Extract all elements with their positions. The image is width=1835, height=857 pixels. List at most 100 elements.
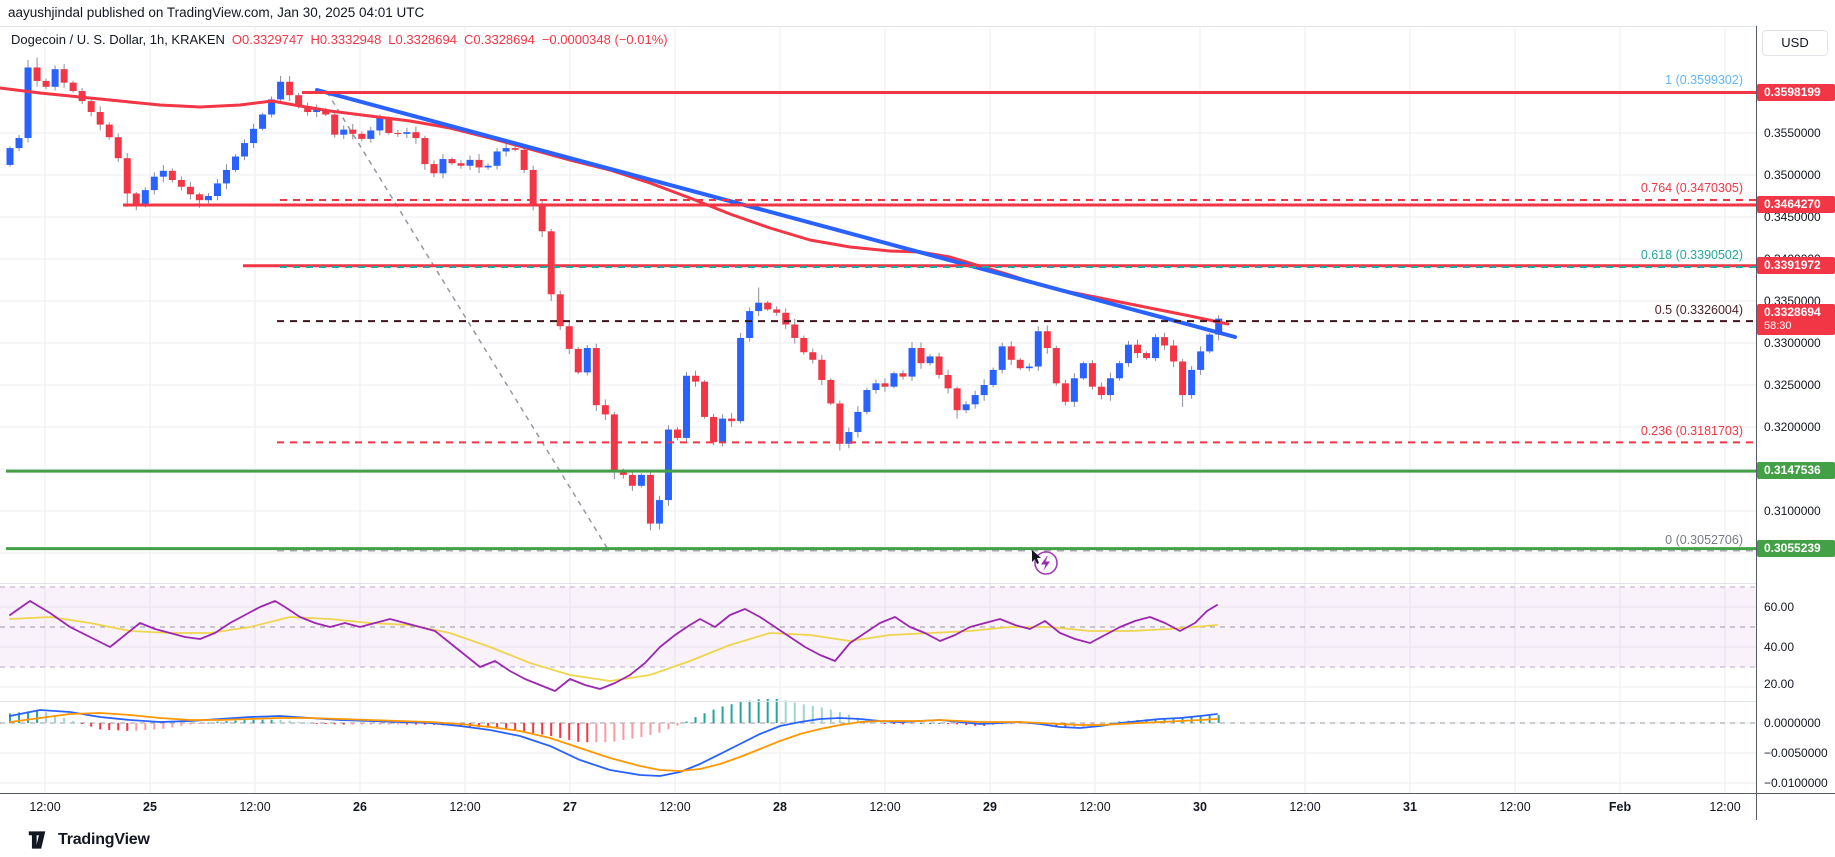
- candle: [809, 352, 817, 360]
- candle: [186, 186, 194, 195]
- currency-toggle-button[interactable]: USD: [1762, 30, 1828, 56]
- level-price-badge: 0.3147536: [1757, 462, 1835, 479]
- candle: [286, 81, 294, 96]
- candle: [944, 374, 952, 389]
- legend-ohlc-value: H0.3332948: [310, 32, 382, 47]
- candle: [899, 373, 907, 377]
- candle: [1215, 318, 1223, 335]
- candle: [1043, 331, 1051, 349]
- legend-symbol[interactable]: Dogecoin / U. S. Dollar, 1h, KRAKEN: [11, 32, 225, 47]
- candle: [836, 403, 844, 444]
- time-axis-label: 30: [1193, 800, 1207, 814]
- candle: [222, 169, 230, 184]
- candle: [728, 418, 736, 422]
- candle: [556, 294, 564, 327]
- candle: [601, 405, 609, 415]
- candle: [475, 159, 483, 168]
- candle: [1088, 363, 1096, 387]
- level-price-badge: 0.3598199: [1757, 84, 1835, 101]
- candle: [1016, 359, 1024, 369]
- time-axis-label: 12:00: [659, 800, 691, 814]
- candle: [538, 206, 546, 232]
- candle: [394, 133, 402, 134]
- candle: [1061, 383, 1069, 402]
- price-scale-label: 20.00: [1764, 677, 1795, 691]
- candle: [782, 312, 790, 325]
- legend-ohlc-value: O0.3329747: [231, 32, 304, 47]
- pane-separator-rsi[interactable]: [0, 583, 1835, 584]
- legend-ohlc-value: −0.0000348 (−0.01%): [541, 32, 668, 47]
- price-scale-label: 0.3200000: [1764, 420, 1821, 434]
- candle: [313, 109, 321, 112]
- candle: [69, 82, 77, 91]
- candlestick-series: [6, 57, 1223, 531]
- candle: [863, 390, 871, 412]
- candle: [628, 474, 636, 486]
- legend-ohlc-value: L0.3328694: [388, 32, 457, 47]
- candle: [457, 163, 465, 166]
- time-axis-label: 12:00: [869, 800, 901, 814]
- candle: [773, 309, 781, 313]
- candle: [268, 99, 276, 115]
- price-scale-border: [1756, 26, 1757, 820]
- candle: [241, 143, 249, 157]
- chart-canvas[interactable]: [0, 0, 1835, 830]
- rsi-ma-line[interactable]: [9, 616, 1218, 682]
- price-scale-label: 0.3500000: [1764, 168, 1821, 182]
- candle: [493, 151, 501, 166]
- candle: [259, 114, 267, 129]
- trendline[interactable]: [315, 88, 1237, 339]
- rsi-line[interactable]: [9, 600, 1218, 692]
- fib-level-label: 0.618 (0.3390502): [1640, 248, 1743, 262]
- candle: [232, 156, 239, 170]
- candle: [1079, 363, 1087, 379]
- chart-top-border: [0, 26, 1835, 27]
- candle: [827, 379, 835, 404]
- candle: [619, 472, 627, 475]
- candle: [574, 348, 582, 373]
- candle: [304, 106, 312, 112]
- time-axis-border: [0, 793, 1835, 794]
- macd-signal-line[interactable]: [9, 712, 1218, 772]
- candle: [637, 474, 645, 486]
- candle: [15, 138, 23, 149]
- candle: [962, 404, 970, 411]
- price-scale-label: 0.3100000: [1764, 504, 1821, 518]
- candle: [1143, 353, 1151, 359]
- time-axis-label: 27: [563, 800, 577, 814]
- legend-ohlc-value: C0.3328694: [463, 32, 535, 47]
- candle: [692, 375, 700, 382]
- pane-separator-macd[interactable]: [0, 701, 1835, 702]
- time-axis-label: 12:00: [449, 800, 481, 814]
- tradingview-logo-icon[interactable]: [28, 830, 50, 850]
- fib-level-label: 0 (0.3052706): [1665, 533, 1743, 547]
- candle: [1052, 348, 1060, 384]
- candle: [87, 101, 95, 112]
- level-price-badge: 0.3055239: [1757, 540, 1835, 557]
- candle: [1070, 378, 1078, 402]
- time-axis[interactable]: 12:00 25 12:00 26 12:00 27 12:00 28 12:00 29 12:00…: [0, 794, 1756, 820]
- candle: [908, 348, 916, 377]
- candle: [114, 137, 122, 159]
- candle: [376, 117, 384, 131]
- candle: [845, 432, 853, 444]
- candle: [953, 388, 961, 411]
- candle: [646, 474, 654, 524]
- candle: [331, 114, 339, 135]
- candle: [213, 183, 221, 196]
- time-axis-label: 26: [353, 800, 367, 814]
- candle: [529, 169, 537, 207]
- idea-lightning-icon[interactable]: [1032, 550, 1058, 575]
- current-price-badge: 0.3328694 58:30: [1757, 304, 1835, 335]
- chart-legend[interactable]: Dogecoin / U. S. Dollar, 1h, KRAKEN O0.33…: [11, 32, 675, 47]
- candle: [466, 159, 474, 166]
- candle: [926, 356, 934, 364]
- macd-line[interactable]: [9, 709, 1218, 777]
- price-scale[interactable]: 0.35500000.35000000.34500000.34000000.33…: [1757, 26, 1835, 793]
- candle: [340, 129, 348, 135]
- tradingview-footer[interactable]: TradingView: [28, 830, 150, 850]
- candle: [439, 159, 447, 174]
- candle: [484, 165, 492, 168]
- candle: [755, 302, 763, 312]
- candle: [1115, 363, 1123, 379]
